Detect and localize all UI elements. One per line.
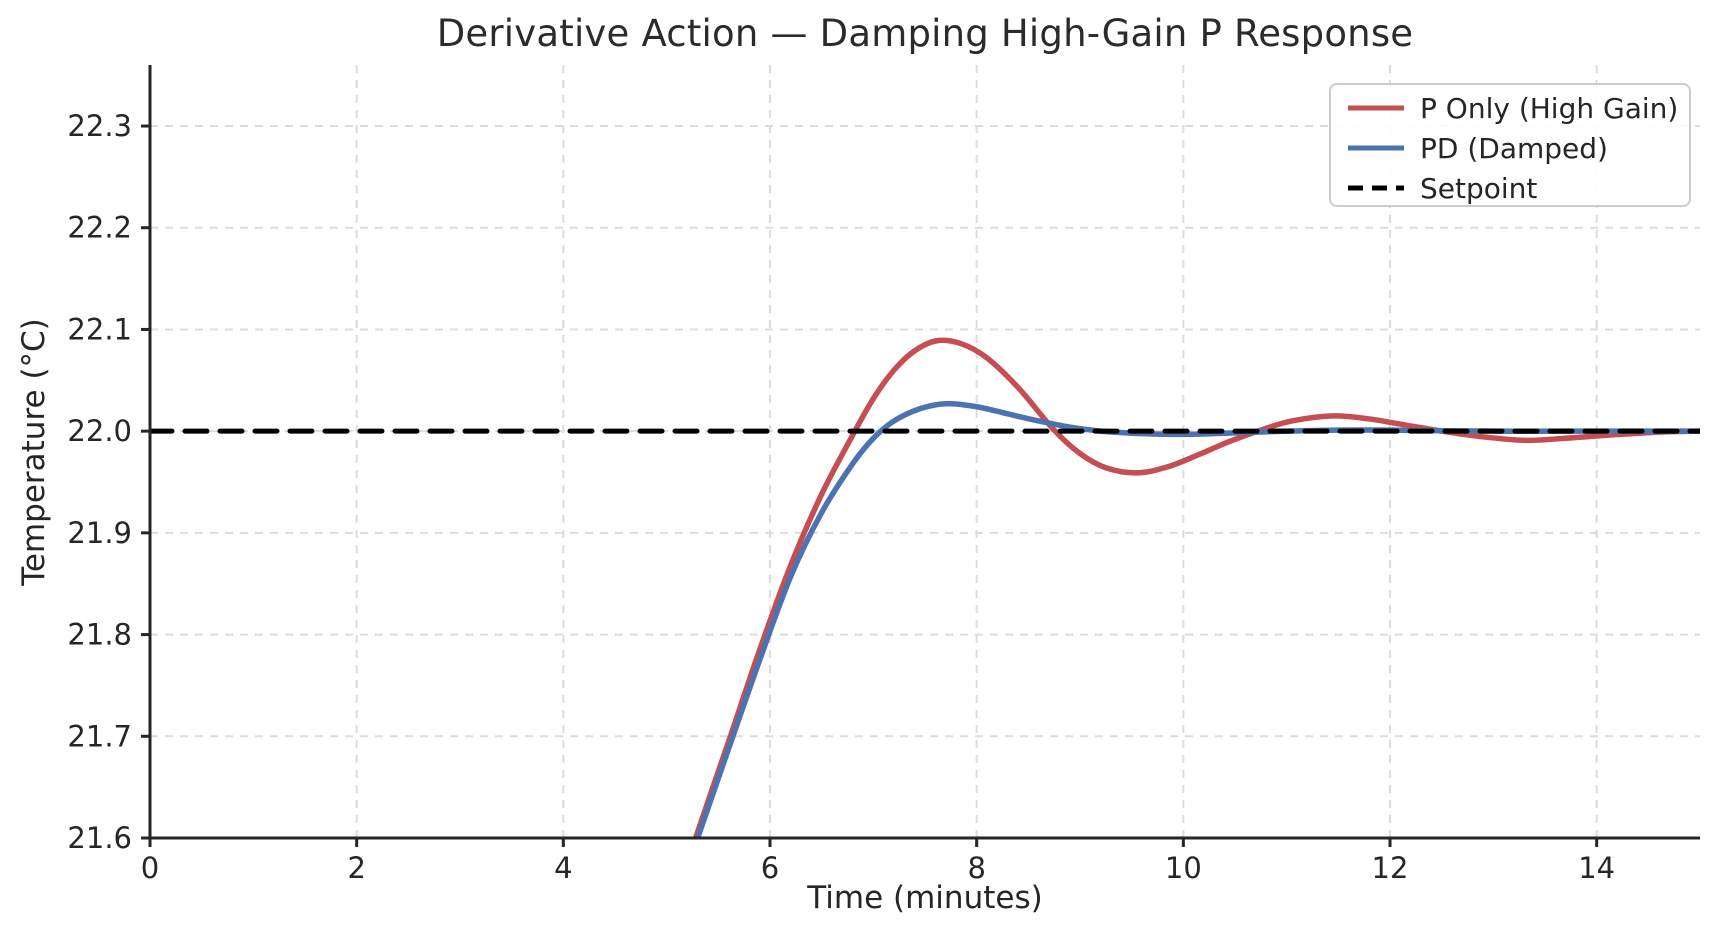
y-tick-label: 21.9 [67, 516, 132, 550]
x-tick-label: 14 [1578, 851, 1615, 885]
tick-group: 0 2 4 6 8 10 12 14 21.6 21.7 21.8 21.9 22.0 22.1 22.2 2… [67, 109, 1615, 885]
x-tick-label: 4 [554, 851, 572, 885]
legend-box [1329, 83, 1691, 207]
y-axis-label: Temperature (°C) [16, 318, 52, 586]
x-tick-label: 8 [967, 851, 985, 885]
curve-p-only-high-gain [692, 337, 1700, 838]
y-tick-label: 22.1 [67, 312, 132, 346]
legend-label-setpoint: Setpoint [1420, 172, 1537, 205]
y-tick-label: 21.6 [67, 821, 132, 855]
x-tick-label: 0 [141, 851, 159, 885]
chart-title: Derivative Action — Damping High-Gain P … [436, 12, 1414, 55]
series-group [150, 337, 1700, 838]
legend-label-p-only-high-gain: P Only (High Gain) [1420, 92, 1678, 125]
y-tick-label: 22.2 [67, 211, 132, 245]
x-tick-label: 12 [1372, 851, 1409, 885]
y-tick-label: 21.8 [67, 618, 132, 652]
y-tick-label: 21.7 [67, 719, 132, 753]
x-tick-label: 10 [1165, 851, 1202, 885]
x-tick-label: 2 [347, 851, 365, 885]
y-tick-label: 22.0 [67, 414, 132, 448]
legend: P Only (High Gain) PD (Damped) Setpoint [1329, 83, 1691, 207]
x-axis-label: Time (minutes) [807, 880, 1043, 916]
x-tick-label: 6 [761, 851, 779, 885]
axes-spines [148, 65, 1700, 840]
y-tick-label: 22.3 [67, 109, 132, 143]
legend-label-pd-damped: PD (Damped) [1420, 132, 1608, 165]
